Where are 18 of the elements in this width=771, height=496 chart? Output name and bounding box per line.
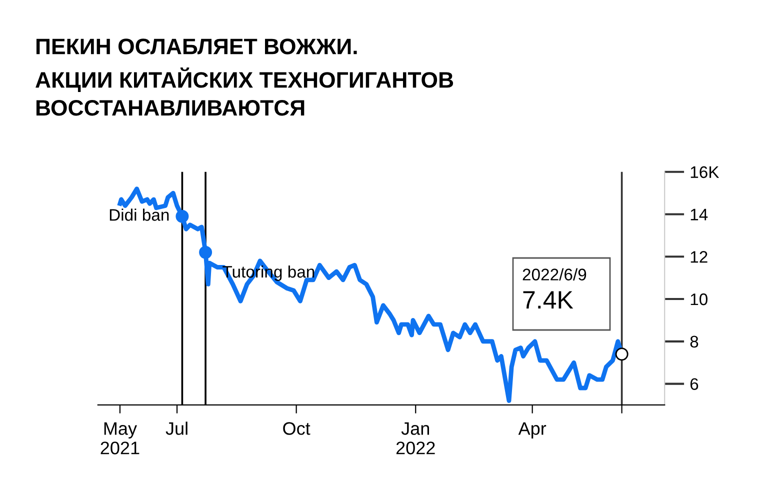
annotation: 2022/6/9 bbox=[522, 268, 586, 280]
x-tick-label: Oct bbox=[283, 422, 310, 435]
point bbox=[176, 210, 189, 223]
x-tick-label: Jul bbox=[166, 422, 188, 435]
point bbox=[615, 348, 628, 361]
chart-title: ПЕКИН ОСЛАБЛЯЕТ ВОЖЖИ. АКЦИИ КИТАЙСКИХ ТЕХНОГИГАНТОВ ВОССТАНАВЛИВАЮТСЯ bbox=[36, 38, 454, 116]
y-tick-label: 10 bbox=[690, 293, 708, 306]
point bbox=[199, 246, 212, 259]
annotation: Didi ban bbox=[110, 208, 169, 221]
y-tick-label: 16K bbox=[690, 166, 720, 178]
y-tick-label: 12 bbox=[690, 251, 708, 263]
x-tick-label: May 2021 bbox=[100, 422, 140, 454]
annotation: 7.4K bbox=[523, 291, 574, 308]
y-tick-label: 8 bbox=[690, 336, 698, 348]
x-tick-label: Jan 2022 bbox=[396, 422, 435, 454]
y-tick-label: 14 bbox=[690, 208, 708, 220]
y-tick-label: 6 bbox=[690, 378, 698, 390]
x-tick-label: Apr bbox=[518, 422, 546, 438]
